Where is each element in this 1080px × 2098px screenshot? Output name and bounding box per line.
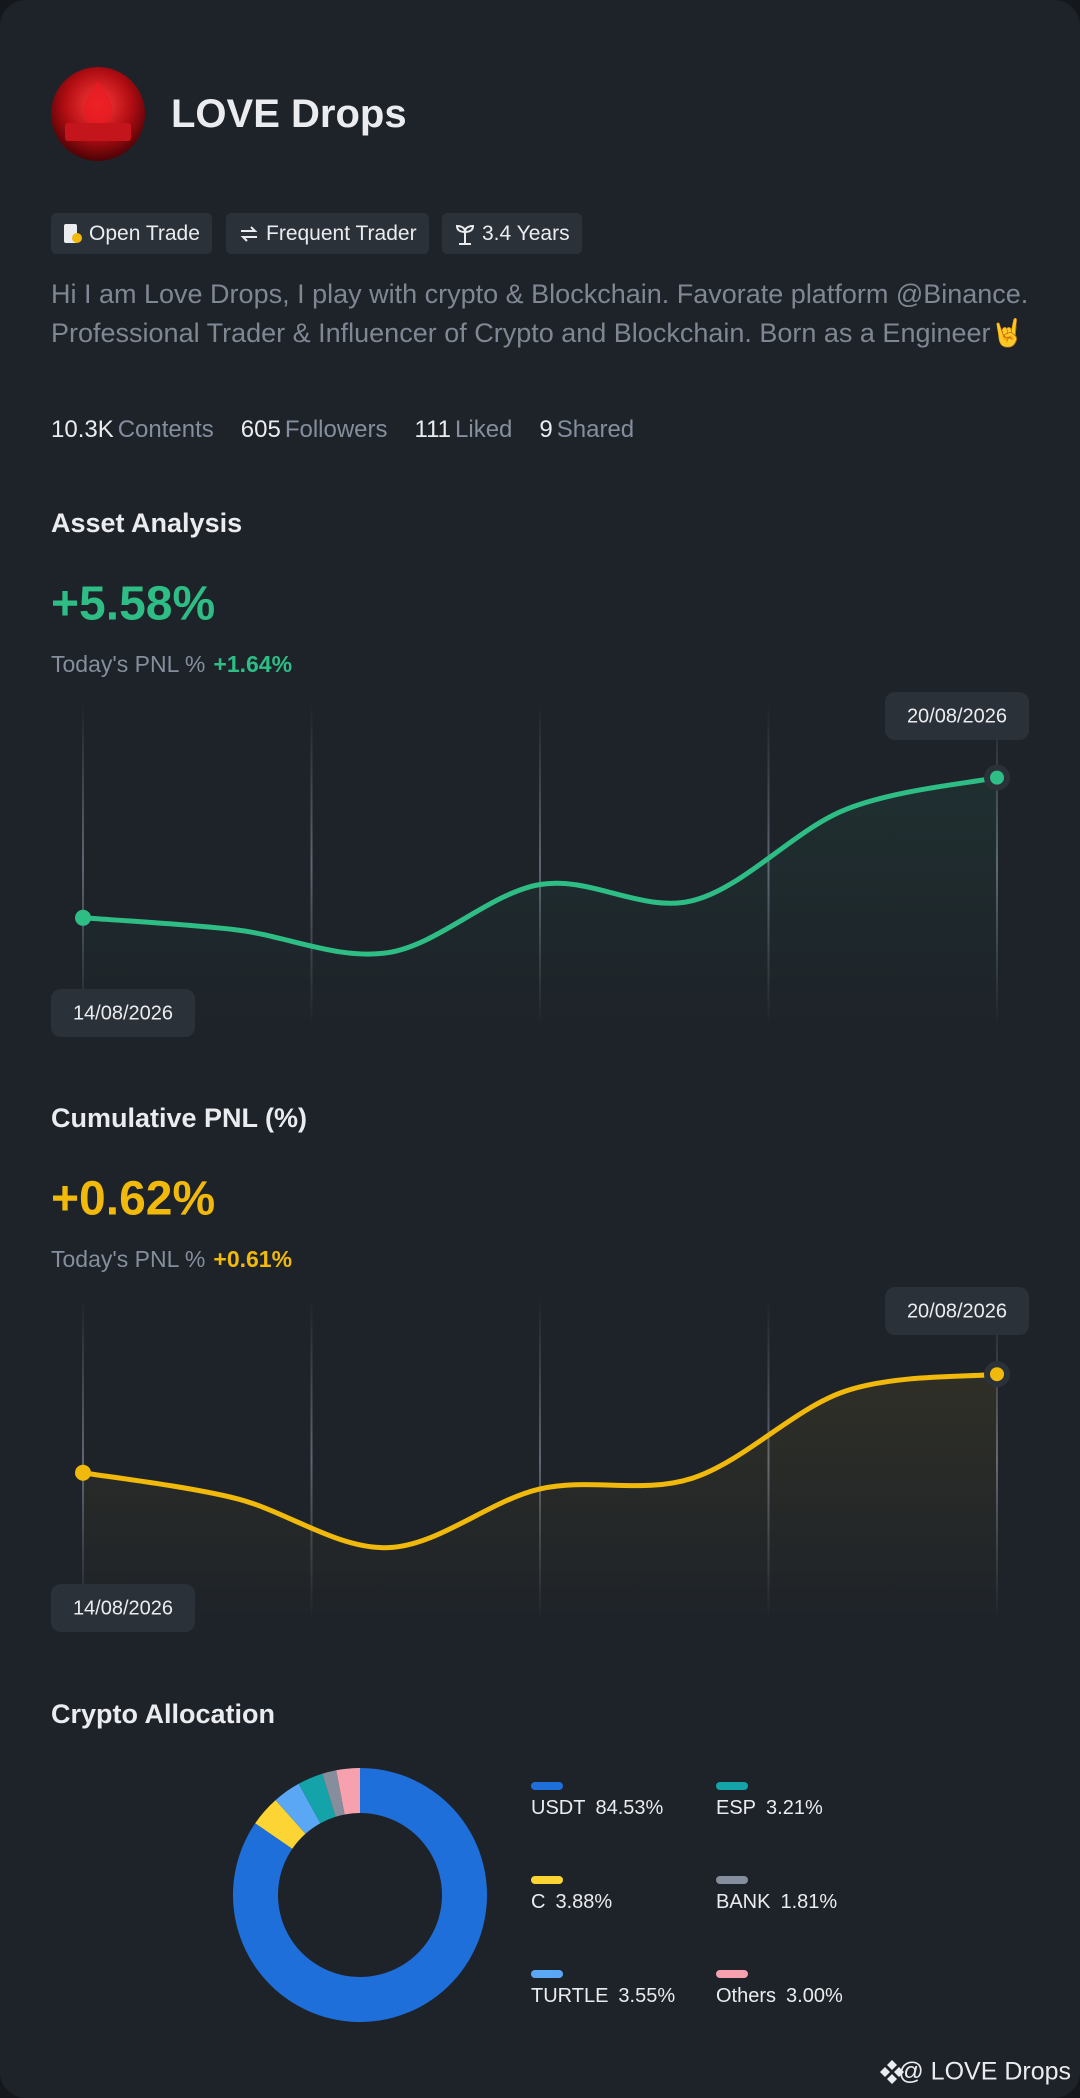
legend-name: USDT xyxy=(531,1797,585,1819)
icon xyxy=(240,225,258,242)
grid-line xyxy=(82,1298,84,1621)
legend-label: C 3.88% xyxy=(531,1891,612,1913)
line xyxy=(80,1371,1000,1551)
chart-title: Crypto Allocation xyxy=(51,1699,275,1729)
headline-value: +0.62% xyxy=(51,1173,215,1226)
date-pill xyxy=(51,989,195,1037)
legend-name: BANK xyxy=(716,1891,771,1913)
legend-swatch xyxy=(716,1876,748,1884)
footer-icon xyxy=(880,2060,904,2084)
legend-name: TURTLE xyxy=(531,1985,608,2007)
date-label: 20/08/2026 xyxy=(907,1300,1007,1322)
grid-line xyxy=(82,703,84,1026)
point xyxy=(990,770,1004,785)
point xyxy=(990,1367,1004,1382)
legend-swatch xyxy=(531,1782,563,1790)
donut-slice xyxy=(275,1783,321,1834)
headline-value: +5.58% xyxy=(51,578,215,631)
badge-text: Open Trade xyxy=(89,221,200,245)
legend-label: TURTLE 3.55% xyxy=(531,1985,675,2007)
legend-label: BANK 1.81% xyxy=(716,1891,837,1913)
date-label: 14/08/2026 xyxy=(73,1002,173,1024)
chart-title: Cumulative PNL (%) xyxy=(51,1103,307,1133)
legend-value: 1.81% xyxy=(780,1891,837,1913)
stats: 10.3K Contents 605 Followers 111 Liked 9 Shared xyxy=(51,416,634,444)
legend-swatch xyxy=(531,1970,563,1978)
point xyxy=(75,1464,91,1481)
legend-label: Others 3.00% xyxy=(716,1985,843,2007)
stat: 9 Shared xyxy=(539,416,634,444)
date-pill xyxy=(885,692,1029,740)
legend-name: C xyxy=(531,1891,545,1913)
grid-line xyxy=(539,1298,541,1621)
legend-swatch xyxy=(716,1970,748,1978)
footer: @ LOVE Drops xyxy=(898,2058,1071,2086)
stat-value: 10.3K xyxy=(51,416,114,443)
donut-slice xyxy=(336,1768,360,1815)
chart-title: Asset Analysis xyxy=(51,508,242,538)
icon xyxy=(64,223,82,243)
badge-text: 3.4 Years xyxy=(482,221,570,245)
stat: 605 Followers xyxy=(241,416,388,444)
legend-value: 3.21% xyxy=(766,1797,823,1819)
badge: Open Trade xyxy=(51,213,212,254)
date-label: 20/08/2026 xyxy=(907,705,1007,727)
line xyxy=(80,775,1000,957)
pnl-value: +1.64% xyxy=(213,651,292,677)
point xyxy=(75,909,91,926)
avatar xyxy=(51,67,145,161)
stat-value: 9 xyxy=(539,416,553,443)
badge-text: Frequent Trader xyxy=(266,221,417,245)
bio: Hi I am Love Drops, I play with crypto &… xyxy=(51,279,1029,348)
donut-slice xyxy=(233,1768,487,2022)
donut-slice xyxy=(322,1770,345,1817)
legend-value: 84.53% xyxy=(595,1797,663,1819)
legend-label: USDT 84.53% xyxy=(531,1797,664,1819)
legend-name: Others xyxy=(716,1985,776,2007)
badge: 3.4 Years xyxy=(442,213,582,254)
stat-value: 111 xyxy=(414,416,452,443)
stat: 10.3K Contents xyxy=(51,416,214,444)
pnl-label: Today's PNL % xyxy=(51,1246,205,1272)
icon xyxy=(455,224,475,245)
legend-value: 3.88% xyxy=(555,1891,612,1913)
donut-slice xyxy=(255,1800,306,1849)
legend-value: 3.00% xyxy=(786,1985,843,2007)
date-pill xyxy=(885,1287,1029,1335)
legend-label: ESP 3.21% xyxy=(716,1797,823,1819)
grid-line xyxy=(310,1298,313,1621)
stat-label: Contents xyxy=(117,416,214,443)
stat-value: 605 xyxy=(240,416,281,443)
pnl-value: +0.61% xyxy=(213,1246,292,1272)
legend-name: ESP xyxy=(716,1797,756,1819)
legend-value: 3.55% xyxy=(618,1985,675,2007)
pnl-row: Today's PNL % +0.61% xyxy=(51,1246,292,1272)
grid-line xyxy=(539,703,541,1026)
profile-name: LOVE Drops xyxy=(171,92,407,136)
legend-swatch xyxy=(531,1876,563,1884)
donut-slice xyxy=(298,1773,336,1824)
grid-line xyxy=(310,703,313,1026)
stat-label: Liked xyxy=(455,416,513,443)
date-pill xyxy=(51,1584,195,1632)
area xyxy=(83,777,997,1026)
stat-label: Followers xyxy=(284,416,388,443)
badge: Frequent Trader xyxy=(226,213,429,254)
pnl-row: Today's PNL % +1.64% xyxy=(51,651,292,677)
date-label: 14/08/2026 xyxy=(73,1597,173,1619)
stat-label: Shared xyxy=(556,416,635,443)
legend-swatch xyxy=(716,1782,748,1790)
pnl-label: Today's PNL % xyxy=(51,651,205,677)
stat: 111 Liked xyxy=(415,416,513,444)
